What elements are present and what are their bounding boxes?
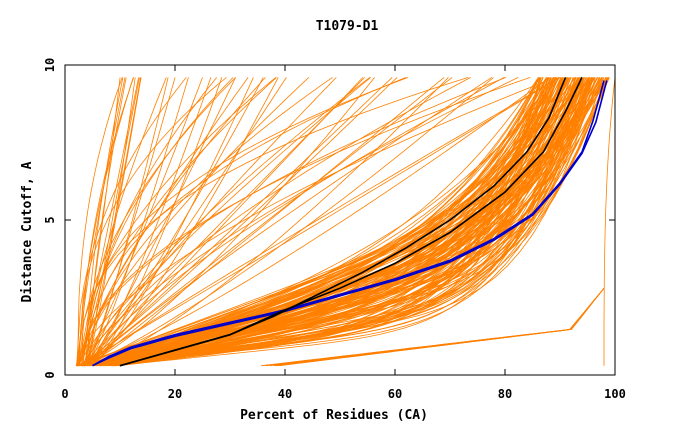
model-curve: [77, 77, 310, 366]
model-curve: [89, 77, 287, 366]
model-curve: [81, 77, 135, 366]
model-curve: [86, 77, 189, 366]
model-curve: [89, 77, 449, 367]
model-curve: [265, 287, 605, 367]
model-curve: [88, 77, 445, 367]
y-tick-label: 10: [43, 58, 57, 72]
model-curve: [76, 77, 507, 366]
y-tick-label: 0: [43, 371, 57, 378]
model-curve: [83, 77, 560, 367]
y-axis-ticks: 0 5 10: [43, 58, 615, 379]
model-curve: [82, 77, 582, 367]
model-curve: [77, 77, 227, 366]
model-curve: [87, 77, 169, 366]
x-tick-label: 0: [61, 387, 68, 401]
highlight-curve-0: [92, 80, 605, 367]
highlighted-model-curves: [92, 77, 608, 367]
x-axis-ticks: 0 20 40 60 80 100: [61, 65, 626, 401]
model-curve: [85, 77, 333, 366]
model-curve: [92, 77, 594, 367]
model-curve: [109, 77, 562, 367]
model-curve: [82, 77, 142, 366]
model-curve: [87, 77, 505, 366]
model-curve: [85, 77, 234, 366]
model-curve: [104, 77, 544, 367]
model-curve: [83, 77, 593, 367]
x-tick-label: 100: [604, 387, 626, 401]
model-curve: [77, 77, 123, 366]
chart-title: T1079-D1: [316, 19, 379, 34]
model-curve: [75, 77, 277, 366]
model-curve: [83, 77, 547, 367]
model-curve: [77, 77, 568, 367]
model-curve: [81, 77, 337, 366]
model-curve: [90, 77, 568, 367]
model-curve: [91, 77, 223, 367]
model-curve: [112, 77, 577, 367]
model-curve: [76, 77, 187, 366]
model-curve: [75, 77, 249, 366]
model-curve: [82, 77, 550, 367]
model-curve: [77, 77, 371, 366]
y-axis-label: Distance Cutoff, A: [20, 161, 35, 302]
model-curve: [91, 77, 254, 367]
model-curve: [78, 77, 236, 366]
x-tick-label: 60: [388, 387, 402, 401]
model-curve: [80, 77, 375, 367]
model-curve: [79, 77, 398, 367]
model-curve: [603, 77, 616, 366]
model-curve: [88, 77, 212, 366]
model-curve: [76, 77, 556, 366]
model-curve: [79, 77, 264, 367]
model-curve: [77, 77, 560, 367]
model-curve: [88, 77, 493, 366]
model-curve: [88, 77, 279, 367]
highlight-curve-1: [92, 80, 608, 367]
model-curve: [114, 77, 579, 367]
model-curve: [87, 77, 407, 366]
model-curve: [82, 77, 167, 366]
x-tick-label: 80: [498, 387, 512, 401]
x-axis-label: Percent of Residues (CA): [240, 408, 428, 423]
x-tick-label: 40: [278, 387, 292, 401]
highlight-curve-3: [119, 77, 567, 367]
model-curve: [81, 77, 203, 366]
model-curve: [111, 77, 592, 367]
model-curve: [85, 77, 560, 367]
model-curve: [80, 77, 121, 366]
model-curve: [75, 77, 548, 367]
model-curve: [84, 77, 365, 366]
model-curve: [89, 77, 549, 367]
orange-model-curves: [75, 77, 616, 367]
model-curve: [91, 77, 471, 366]
model-curve: [81, 77, 494, 367]
model-curve: [80, 77, 409, 366]
model-curve: [78, 77, 591, 367]
model-curve: [85, 77, 371, 366]
y-tick-label: 5: [43, 216, 57, 223]
model-curve: [112, 77, 563, 367]
model-curve: [96, 77, 584, 367]
x-tick-label: 20: [168, 387, 182, 401]
model-curve: [78, 77, 574, 367]
model-curve: [78, 77, 560, 367]
